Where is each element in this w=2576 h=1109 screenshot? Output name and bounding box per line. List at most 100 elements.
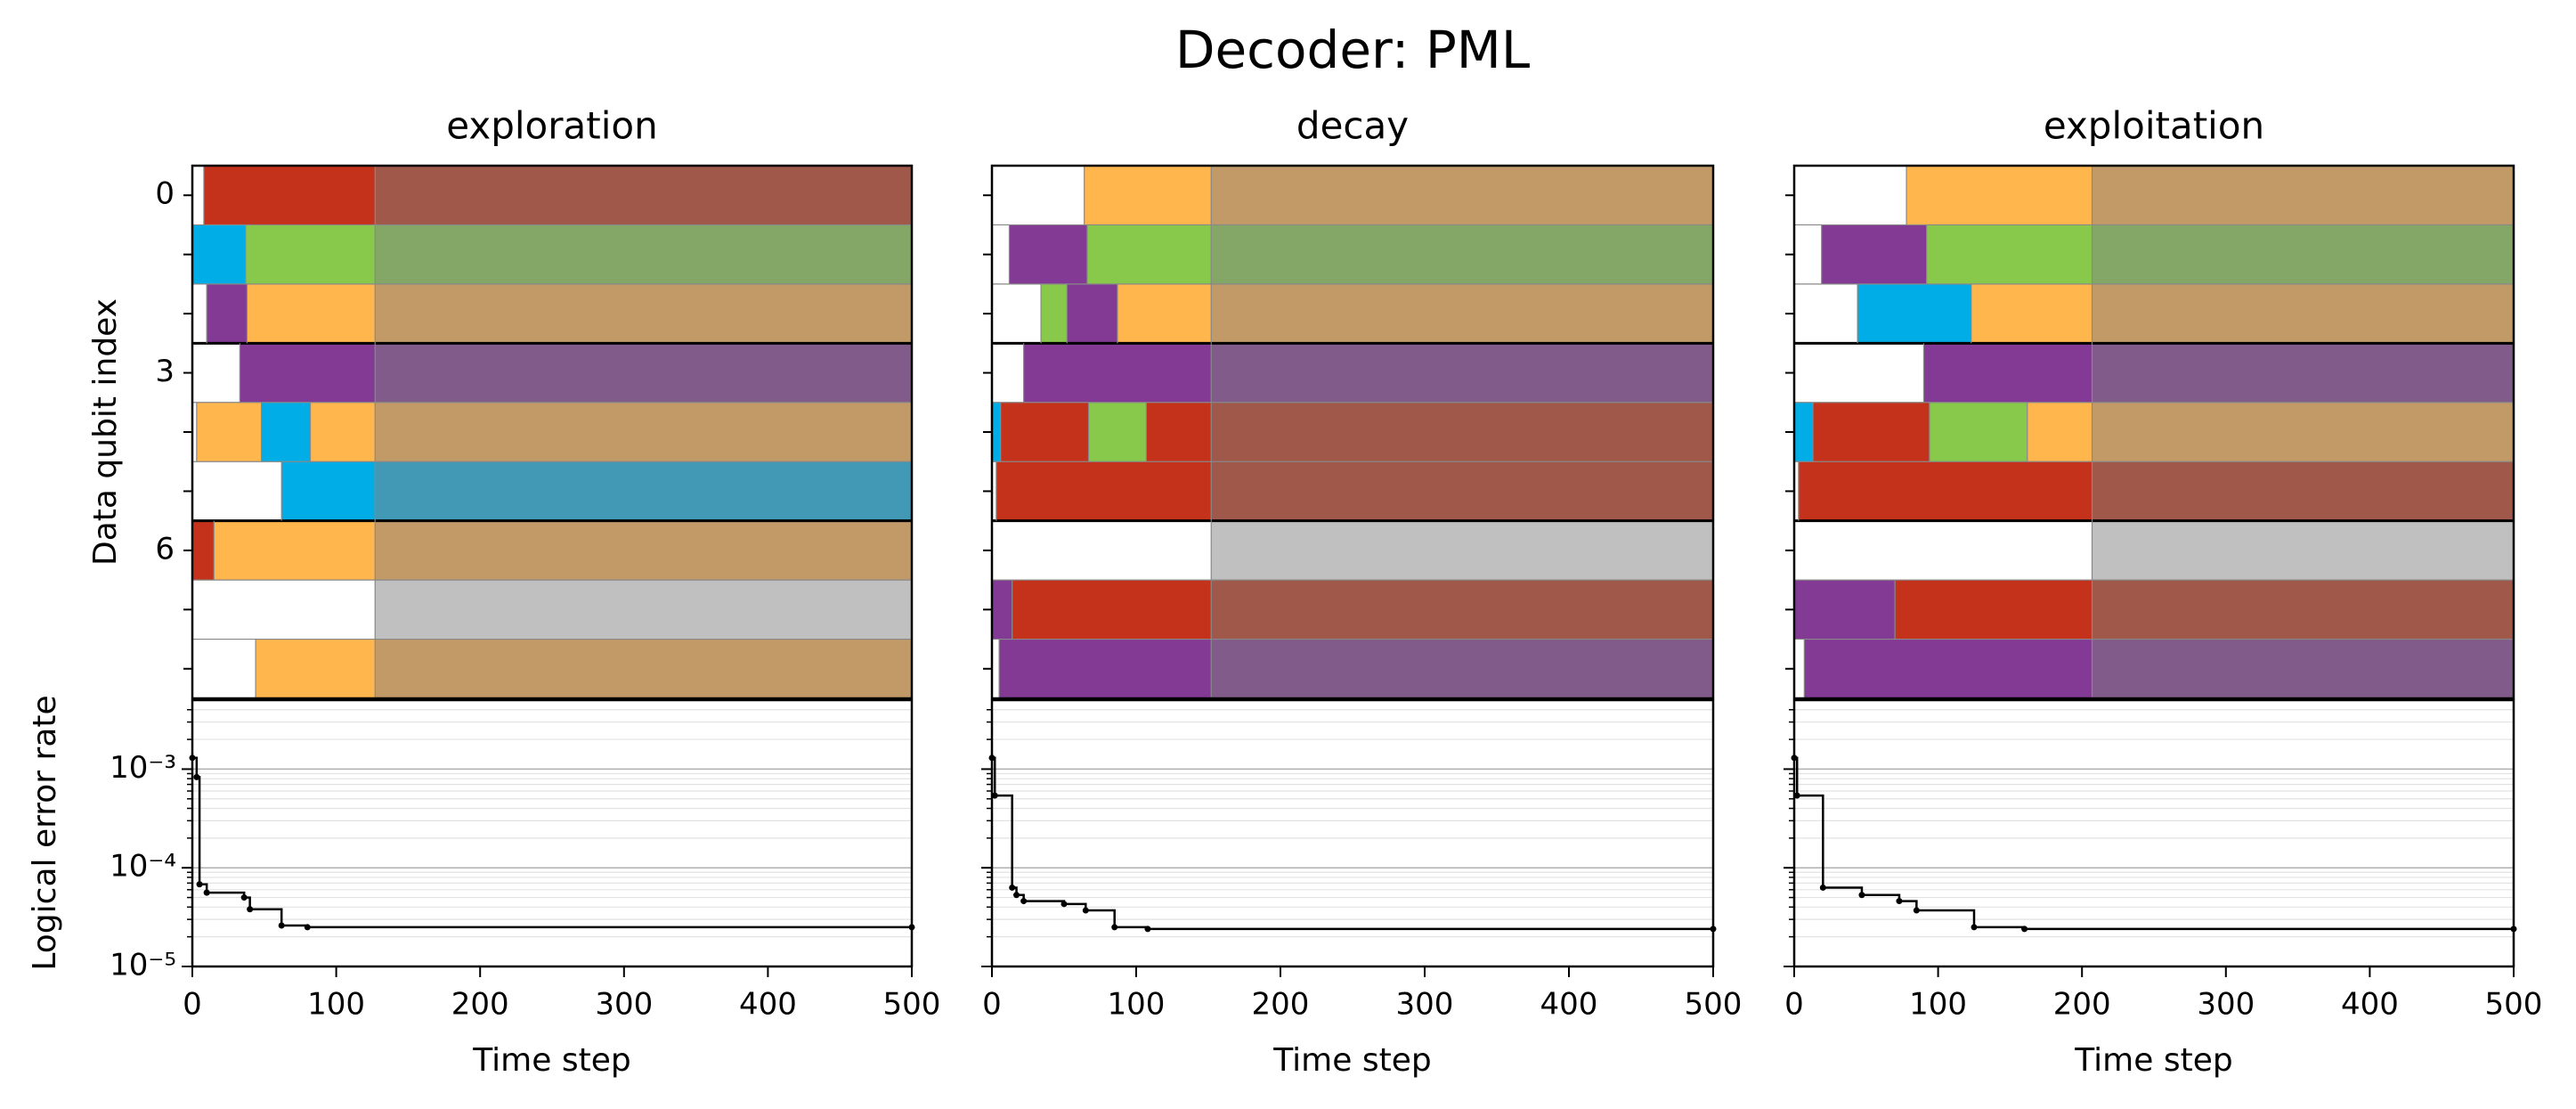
point [1082,907,1089,914]
segment [375,461,912,521]
segment [375,639,912,698]
x-axis-label: Time step [1272,1042,1431,1079]
axes-frame [191,698,914,968]
x-tick-label: 100 [1909,987,1967,1023]
segment [1117,283,1212,344]
segment [1000,402,1089,462]
segment [1012,580,1212,640]
axes-frame [191,164,914,700]
segment [2092,343,2514,403]
x-tick-label: 500 [2485,987,2543,1023]
point [203,889,210,896]
segment [192,520,215,581]
segment [261,402,311,462]
segment [240,343,376,403]
point [247,906,254,913]
y-tick-label: 6 [155,531,175,567]
segment [1211,520,1713,581]
segment [2092,639,2514,698]
segment [375,402,912,462]
point [1111,924,1118,931]
segment [2092,461,2514,521]
segment [1146,402,1212,462]
point [196,881,203,888]
segment [1798,461,2092,521]
segment [1906,166,2092,225]
point [304,924,311,931]
point [1009,884,1016,891]
x-tick-label: 0 [982,987,1002,1023]
point [1971,924,1978,931]
segment [1794,580,1896,640]
segment [1211,580,1713,640]
x-axis-label: Time step [2074,1042,2232,1079]
point [193,773,200,780]
x-tick-label: 100 [307,987,365,1023]
x-tick-label: 200 [1252,987,1310,1023]
x-tick-label: 400 [1540,987,1598,1023]
segment [1857,283,1971,344]
segment [1211,166,1713,225]
y-tick-label: 10⁻⁴ [110,849,176,885]
segment [1211,224,1713,284]
x-tick-label: 400 [739,987,797,1023]
segment [256,639,376,698]
segment [207,283,248,344]
segment [1088,402,1147,462]
x-tick-label: 200 [451,987,509,1023]
point [1060,901,1068,908]
segment [2092,224,2514,284]
segment [1813,402,1930,462]
x-tick-label: 400 [2341,987,2399,1023]
segment [2092,402,2514,462]
y-axis-label: Logical error rate [27,695,63,970]
axes-frame [1792,164,2515,700]
x-tick-label: 500 [883,987,941,1023]
point [1913,907,1920,914]
point [991,792,998,799]
segment [1929,402,2027,462]
y-axis-label: Data qubit index [87,298,124,566]
segment [1804,639,2092,698]
segment [375,520,912,581]
segment [1067,283,1117,344]
segment [1211,461,1713,521]
segment [995,461,1212,521]
segment [1086,224,1212,284]
x-tick-label: 0 [183,987,202,1023]
x-tick-label: 300 [2197,987,2255,1023]
y-tick-label: 3 [155,354,175,389]
segment [375,166,912,225]
segment [2092,166,2514,225]
point [1144,926,1151,933]
segment [1923,343,2092,403]
segment [375,224,912,284]
figure-title: Decoder: PML [1175,20,1530,80]
segment [1821,224,1927,284]
segment [247,283,376,344]
segment [214,520,376,581]
segment [310,402,376,462]
segment [196,402,262,462]
segment [1211,283,1713,344]
segment [992,402,1001,462]
y-tick-label: 0 [155,176,175,212]
axes-frame [1792,698,2515,968]
panel-title: exploration [446,104,657,148]
segment [192,224,246,284]
segment [375,580,912,640]
axes-frame [990,698,1715,968]
point [278,922,285,929]
x-tick-label: 0 [1784,987,1804,1023]
segment [1041,283,1068,344]
y-tick-label: 10⁻⁵ [110,948,176,983]
segment [375,343,912,403]
segment [2092,580,2514,640]
segment [2092,520,2514,581]
x-tick-label: 200 [2053,987,2111,1023]
segment [1926,224,2092,284]
point [240,894,248,901]
segment [1009,224,1087,284]
point [1858,892,1865,899]
